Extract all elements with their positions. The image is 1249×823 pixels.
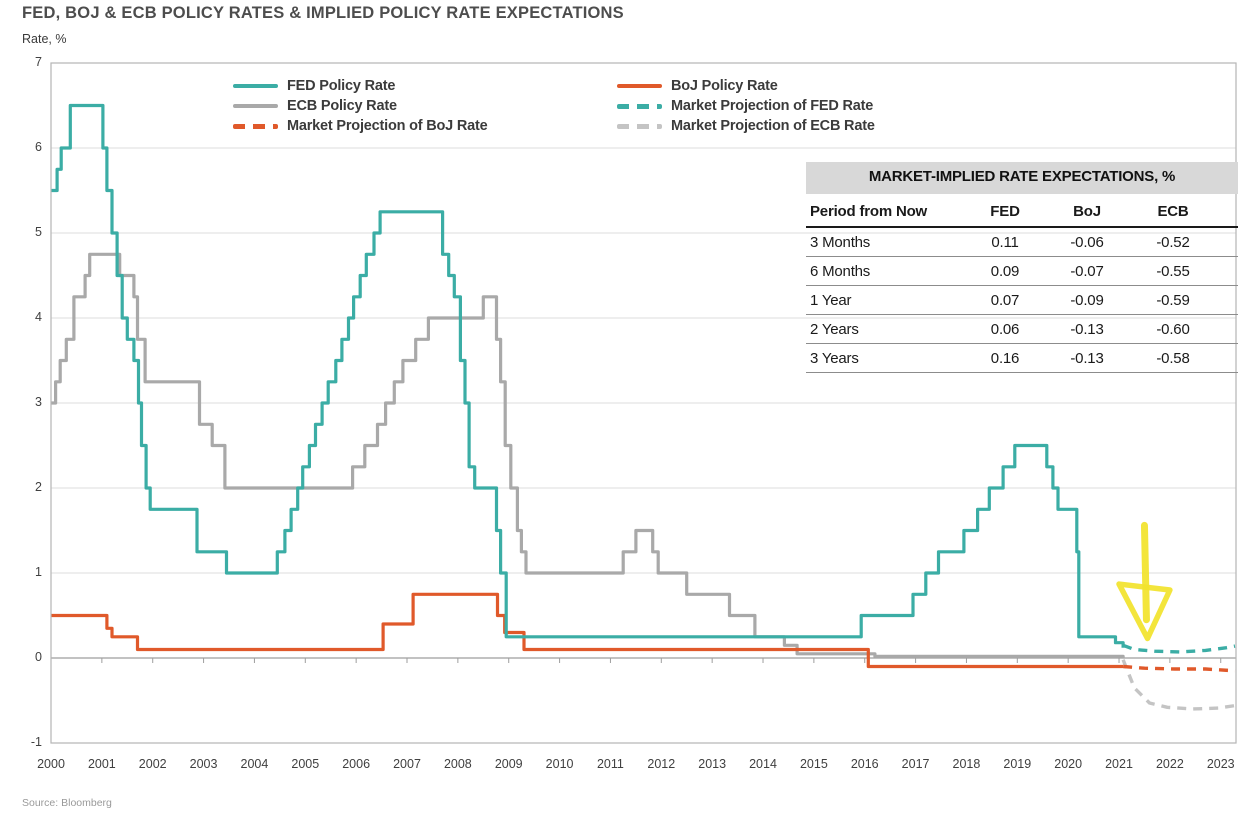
fed-cell: 0.11: [991, 233, 1019, 251]
y-axis-tick-label: 2: [35, 480, 42, 494]
table-row: 2 Years 0.06 -0.13 -0.60: [806, 315, 1238, 344]
boj-cell: -0.07: [1070, 262, 1104, 280]
boj-cell: -0.09: [1070, 291, 1104, 309]
y-axis-tick-label: 7: [35, 55, 42, 69]
x-axis-tick-label: 2006: [342, 757, 371, 771]
table-row: 3 Months 0.11 -0.06 -0.52: [806, 228, 1238, 257]
x-axis-tick-label: 2001: [87, 757, 116, 771]
y-axis-tick-label: 5: [35, 225, 42, 239]
rate-expectations-table: MARKET-IMPLIED RATE EXPECTATIONS, % Peri…: [806, 162, 1238, 373]
table-row: 6 Months 0.09 -0.07 -0.55: [806, 257, 1238, 286]
fed-projection-swatch-icon: [617, 103, 662, 109]
legend-item-ecb-projection: Market Projection of ECB Rate: [617, 116, 875, 136]
y-axis-tick-label: 4: [35, 310, 42, 324]
x-axis-tick-label: 2011: [596, 757, 624, 771]
x-axis-tick-label: 2005: [291, 757, 320, 771]
x-axis-tick-label: 2010: [545, 757, 574, 771]
source-note: Source: Bloomberg: [22, 797, 112, 809]
chart-title: FED, BOJ & ECB POLICY RATES & IMPLIED PO…: [22, 4, 624, 22]
x-axis-tick-label: 2015: [799, 757, 828, 771]
x-axis-tick-label: 2003: [189, 757, 218, 771]
x-axis-tick-label: 2023: [1206, 757, 1235, 771]
ecb-cell: -0.60: [1156, 320, 1190, 338]
legend-item-fed-policy-rate: FED Policy Rate: [233, 76, 395, 96]
x-axis-tick-label: 2013: [698, 757, 727, 771]
y-axis-tick-label: 1: [35, 565, 42, 579]
period-cell: 3 Years: [810, 349, 859, 367]
x-axis-tick-label: 2021: [1105, 757, 1133, 771]
x-axis-tick-label: 2009: [494, 757, 523, 771]
fed-cell: 0.16: [990, 349, 1020, 367]
column-header-ecb: ECB: [1157, 202, 1189, 220]
y-axis-tick-label: 3: [35, 395, 42, 409]
x-axis-tick-label: 2002: [138, 757, 167, 771]
boj-line-swatch-icon: [617, 84, 662, 88]
x-axis-tick-label: 2000: [37, 757, 65, 771]
y-axis-title: Rate, %: [22, 32, 67, 46]
legend-item-ecb-policy-rate: ECB Policy Rate: [233, 96, 397, 116]
period-cell: 2 Years: [810, 320, 859, 338]
y-axis-tick-label: 0: [35, 650, 42, 664]
x-axis-tick-label: 2017: [901, 757, 930, 771]
period-cell: 3 Months: [810, 233, 871, 251]
legend-label: Market Projection of FED Rate: [671, 98, 874, 114]
ecb-line-swatch-icon: [233, 104, 278, 108]
legend-label: BoJ Policy Rate: [671, 78, 778, 94]
fed-line-swatch-icon: [233, 84, 278, 88]
fed-cell: 0.07: [990, 291, 1020, 309]
table-title: MARKET-IMPLIED RATE EXPECTATIONS, %: [806, 162, 1238, 194]
table-row: 3 Years 0.16 -0.13 -0.58: [806, 344, 1238, 373]
x-axis-tick-label: 2019: [1003, 757, 1032, 771]
fed-cell: 0.09: [990, 262, 1020, 280]
x-axis-tick-label: 2020: [1054, 757, 1083, 771]
table-header-row: Period from Now FED BoJ ECB: [806, 196, 1238, 228]
x-axis-tick-label: 2004: [240, 757, 269, 771]
boj-cell: -0.13: [1070, 349, 1104, 367]
fed-cell: 0.06: [990, 320, 1020, 338]
legend-item-boj-projection: Market Projection of BoJ Rate: [233, 116, 488, 136]
x-axis-tick-label: 2008: [443, 757, 472, 771]
x-axis-tick-label: 2014: [749, 757, 777, 771]
ecb-projection-swatch-icon: [617, 123, 662, 129]
ecb-cell: -0.52: [1156, 233, 1190, 251]
boj-cell: -0.13: [1070, 320, 1104, 338]
period-cell: 6 Months: [810, 262, 871, 280]
ecb-cell: -0.59: [1156, 291, 1190, 309]
legend-item-boj-policy-rate: BoJ Policy Rate: [617, 76, 778, 96]
x-axis-tick-label: 2007: [393, 757, 421, 771]
column-header-period: Period from Now: [810, 202, 928, 220]
legend-item-fed-projection: Market Projection of FED Rate: [617, 96, 873, 116]
x-axis-tick-label: 2012: [647, 757, 676, 771]
ecb-cell: -0.58: [1156, 349, 1190, 367]
x-axis-tick-label: 2018: [952, 757, 981, 771]
legend-label: Market Projection of ECB Rate: [671, 118, 875, 134]
boj-cell: -0.06: [1070, 233, 1104, 251]
period-cell: 1 Year: [810, 291, 852, 309]
boj-projection-swatch-icon: [233, 123, 278, 129]
table-row: 1 Year 0.07 -0.09 -0.59: [806, 286, 1238, 315]
y-axis-tick-label: 6: [35, 140, 42, 154]
legend-label: FED Policy Rate: [287, 78, 396, 94]
ecb-cell: -0.55: [1156, 262, 1190, 280]
column-header-fed: FED: [990, 202, 1020, 220]
column-header-boj: BoJ: [1073, 202, 1101, 220]
legend-label: Market Projection of BoJ Rate: [287, 118, 488, 134]
legend-label: ECB Policy Rate: [287, 98, 397, 114]
x-axis-tick-label: 2016: [850, 757, 879, 771]
x-axis-tick-label: 2022: [1155, 757, 1184, 771]
y-axis-tick-label: -1: [30, 735, 42, 749]
